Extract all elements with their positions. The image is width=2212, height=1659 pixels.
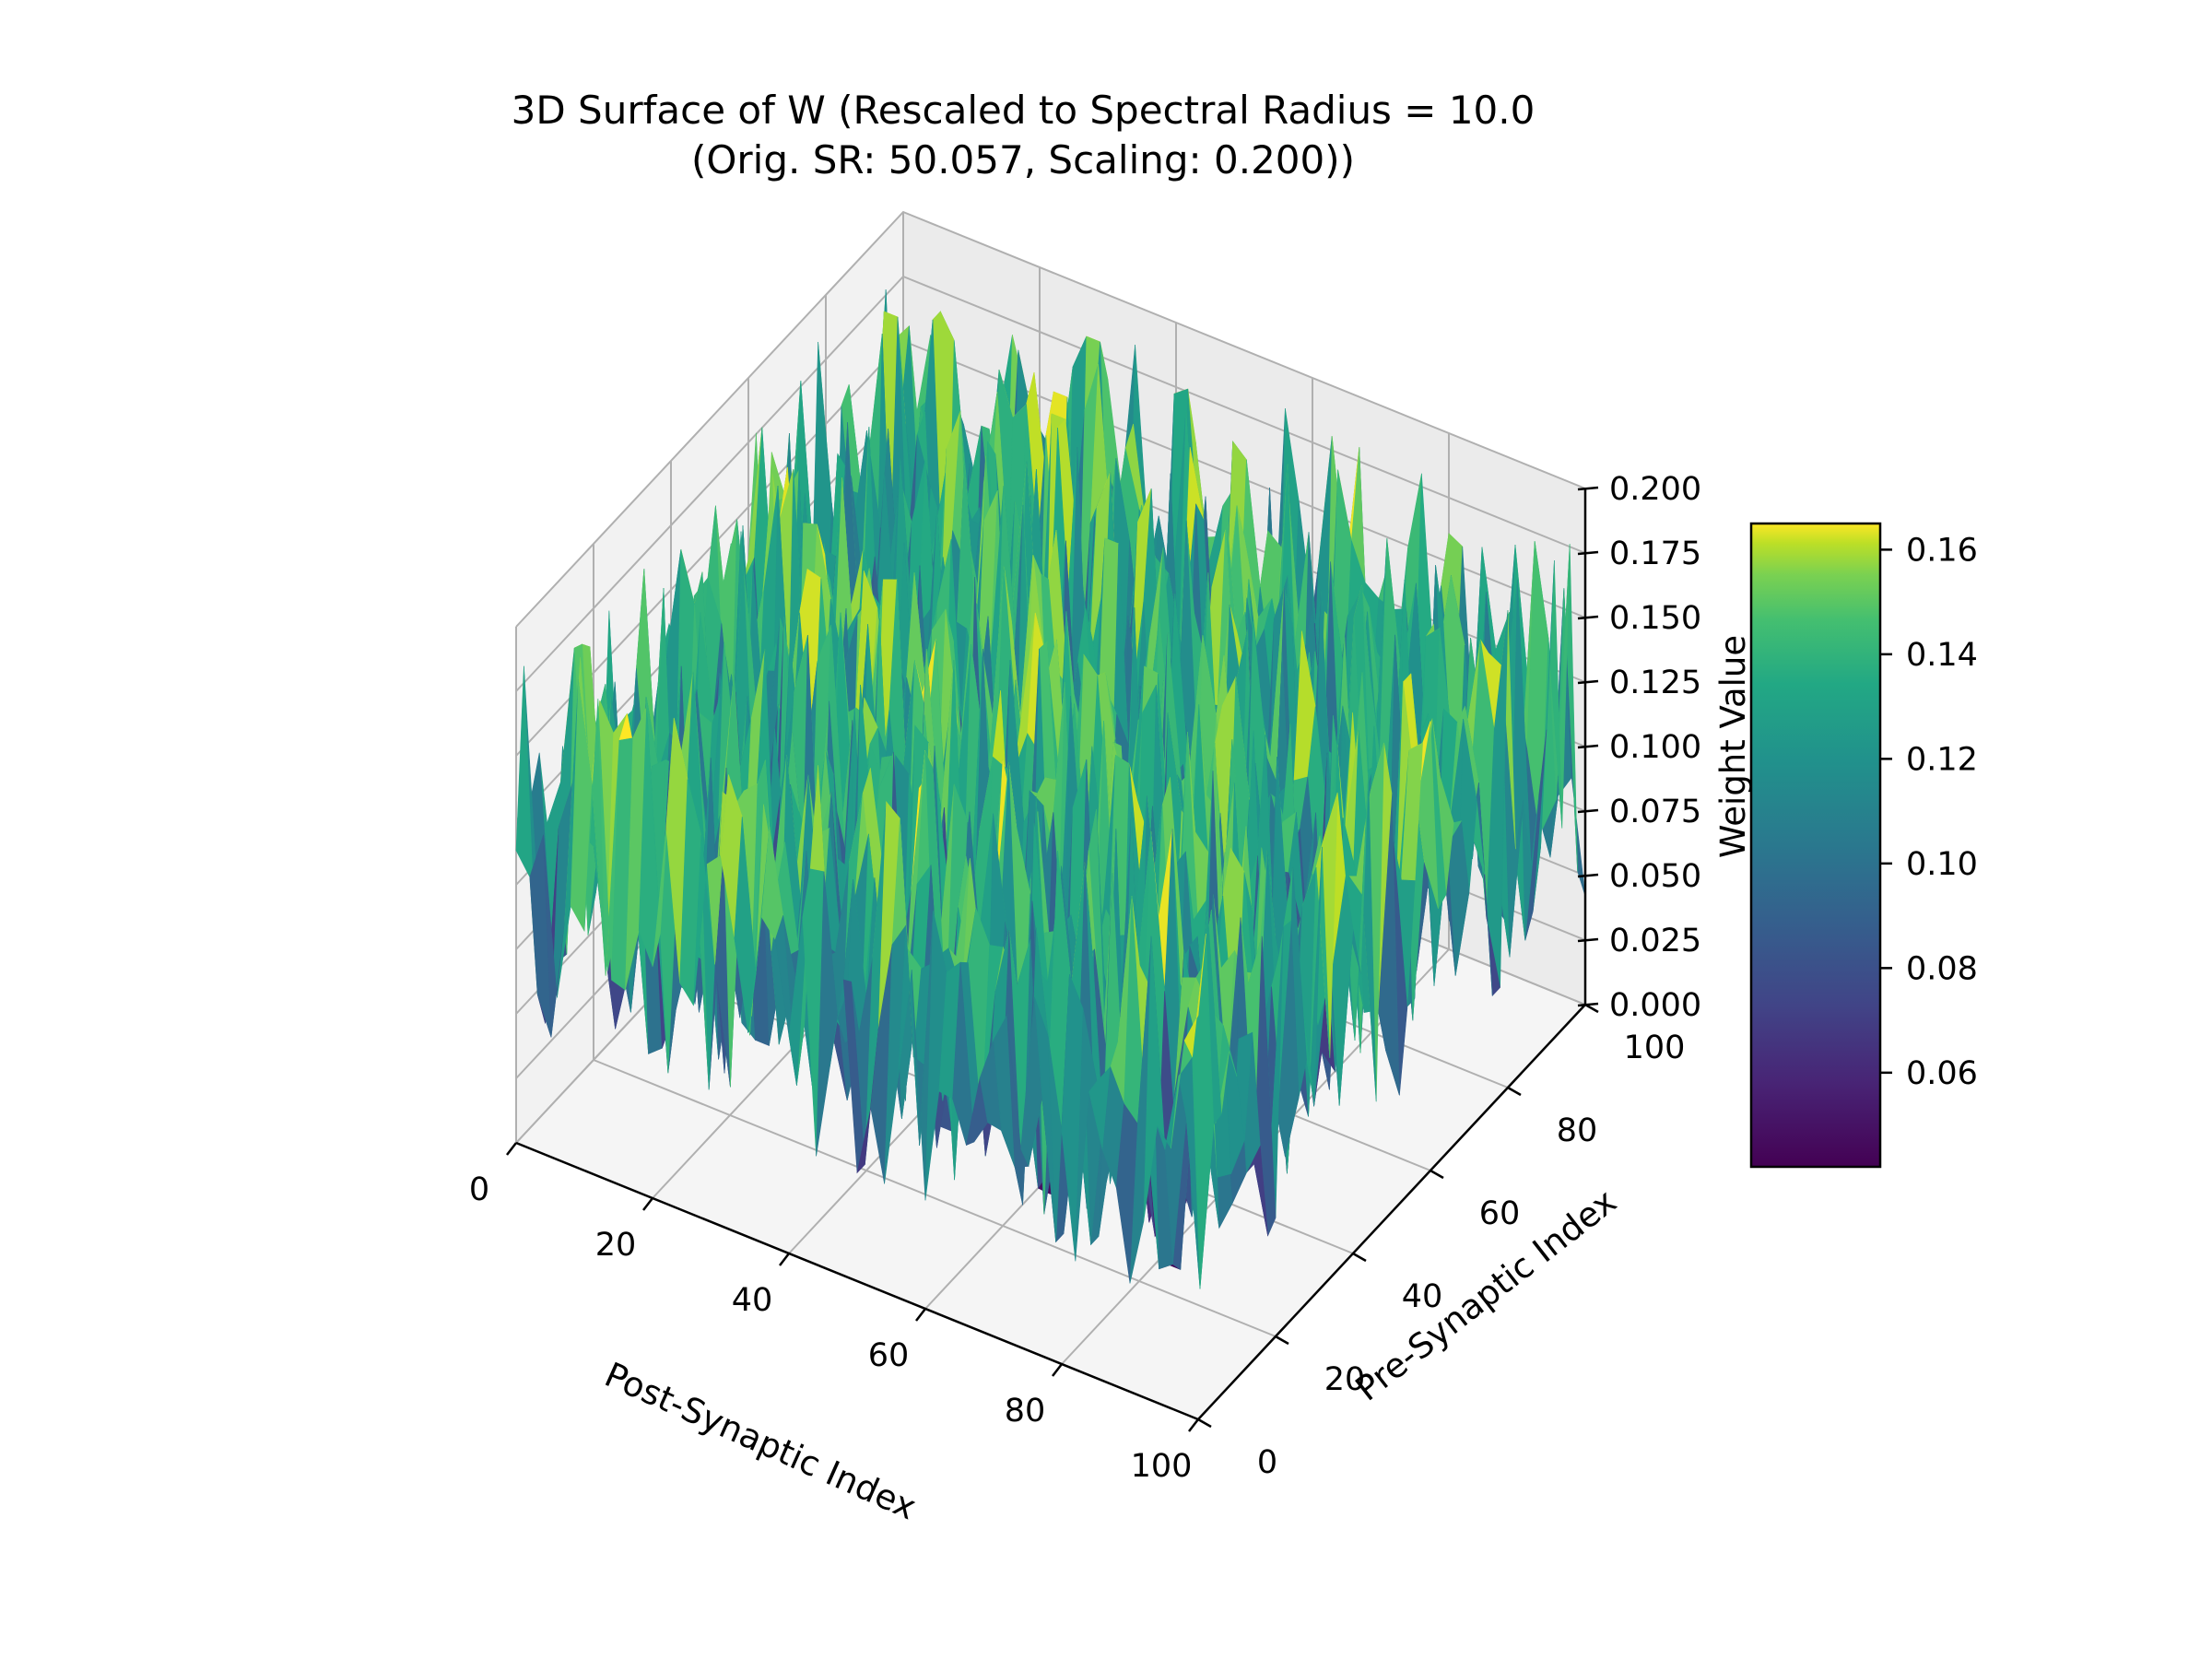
x-axis-line <box>515 1141 1199 1421</box>
z-tick-label: 0.000 <box>1609 987 1701 1024</box>
z-tick-mark <box>1577 873 1599 878</box>
x-tick-mark <box>779 1253 790 1266</box>
x-tick-label: 0 <box>469 1171 489 1208</box>
z-axis-label: Weight Value <box>1713 635 1753 858</box>
colorbar: 0.06 0.08 0.10 0.12 0.14 0.16 <box>1749 522 1978 1169</box>
z-tick-label: 0.050 <box>1609 858 1701 895</box>
colorbar-bar <box>1749 522 1882 1169</box>
x-tick-label: 60 <box>868 1337 910 1374</box>
y-tick-label: 0 <box>1257 1444 1277 1481</box>
x-tick-label: 100 <box>1131 1448 1193 1485</box>
y-tick-mark <box>1430 1169 1444 1180</box>
x-axis-label: Post-Synaptic Index <box>599 1355 922 1528</box>
z-tick-label: 0.075 <box>1609 794 1701 830</box>
y-tick-label: 60 <box>1479 1195 1521 1232</box>
x-tick-mark <box>1052 1363 1063 1377</box>
x-tick-mark <box>506 1142 517 1156</box>
y-tick-mark <box>1352 1252 1367 1263</box>
z-tick-mark <box>1577 744 1599 749</box>
z-tick-label: 0.025 <box>1609 923 1701 959</box>
x-tick-mark <box>1188 1418 1199 1432</box>
colorbar-tick-label: 0.10 <box>1906 846 1978 883</box>
colorbar-tick-label: 0.12 <box>1906 741 1978 778</box>
colorbar-tick-label: 0.14 <box>1906 637 1978 674</box>
chart-title: 3D Surface of W (Rescaled to Spectral Ra… <box>512 88 1535 182</box>
y-tick-mark <box>1197 1418 1212 1429</box>
y-tick-label: 80 <box>1557 1112 1598 1149</box>
tick-labels: 0 20 40 60 80 100 0 20 40 60 80 100 0.000 0.025 0.050 0… <box>469 471 1701 1485</box>
x-tick-mark <box>642 1197 653 1211</box>
z-tick-label: 0.200 <box>1609 471 1701 508</box>
x-tick-label: 20 <box>595 1227 637 1264</box>
colorbar-ticks: 0.06 0.08 0.10 0.12 0.14 0.16 <box>1880 532 1978 1092</box>
z-tick-label: 0.125 <box>1609 665 1701 701</box>
colorbar-tick-label: 0.16 <box>1906 532 1978 569</box>
z-tick-label: 0.175 <box>1609 535 1701 572</box>
y-tick-label: 100 <box>1624 1030 1686 1066</box>
chart-title-line-2: (Orig. SR: 50.057, Scaling: 0.200)) <box>691 137 1355 182</box>
x-tick-mark <box>915 1308 926 1322</box>
y-tick-label: 20 <box>1324 1361 1366 1398</box>
z-tick-mark <box>1577 937 1599 943</box>
surface-plot <box>515 288 1586 1289</box>
colorbar-tick-label: 0.06 <box>1906 1055 1978 1092</box>
z-tick-mark <box>1577 550 1599 556</box>
z-tick-mark <box>1577 808 1599 814</box>
y-tick-mark <box>1584 1003 1599 1014</box>
colorbar-tick-label: 0.08 <box>1906 950 1978 987</box>
x-tick-label: 80 <box>1005 1393 1046 1430</box>
z-tick-mark <box>1577 1002 1599 1007</box>
x-tick-label: 40 <box>732 1282 773 1319</box>
z-gridline-8 <box>515 210 1586 628</box>
surface-facet <box>1183 933 1206 1058</box>
y-axis-line <box>1197 1004 1586 1420</box>
y-tick-mark <box>1275 1335 1289 1346</box>
chart-title-line-1: 3D Surface of W (Rescaled to Spectral Ra… <box>512 88 1535 133</box>
z-tick-label: 0.150 <box>1609 600 1701 637</box>
y-tick-mark <box>1507 1086 1522 1097</box>
z-tick-mark <box>1577 486 1599 491</box>
z-tick-label: 0.100 <box>1609 729 1701 766</box>
y-tick-label: 40 <box>1402 1278 1443 1315</box>
z-tick-mark <box>1577 679 1599 685</box>
z-tick-mark <box>1577 615 1599 620</box>
